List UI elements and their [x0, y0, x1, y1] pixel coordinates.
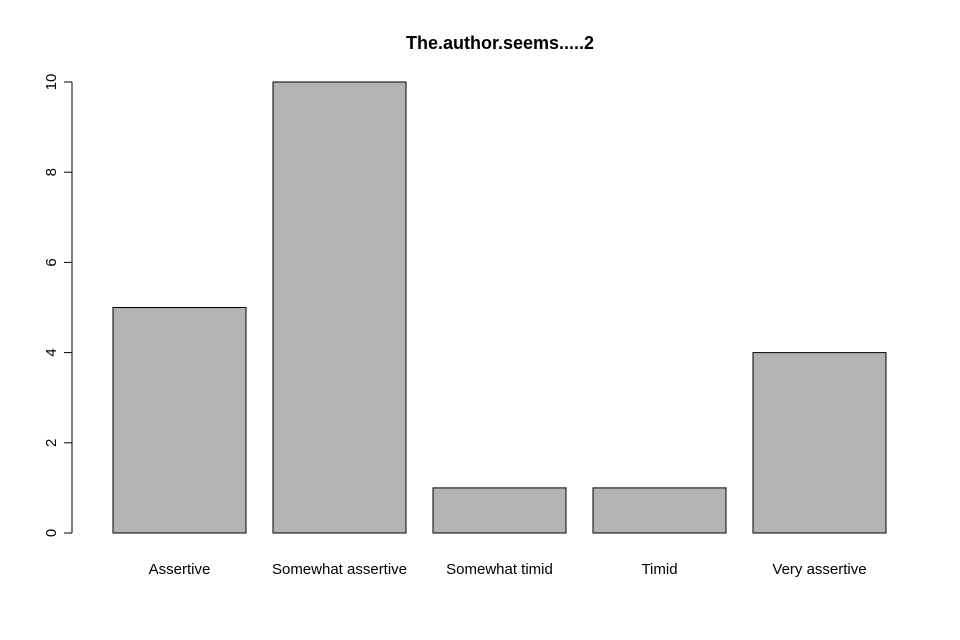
y-axis: 0 2 4 6 8 10 [43, 74, 73, 537]
bar [432, 487, 567, 534]
y-tick-label: 8 [43, 168, 60, 176]
bar [112, 307, 247, 534]
y-tick-label: 10 [43, 74, 60, 91]
x-category-label: Somewhat assertive [272, 561, 407, 578]
bars [112, 81, 887, 534]
y-tick-label: 2 [43, 439, 60, 447]
bar [272, 81, 407, 534]
x-category-label: Very assertive [772, 561, 866, 578]
bar [592, 487, 727, 534]
y-tick-label: 4 [43, 348, 60, 356]
x-category-label: Timid [641, 561, 677, 578]
x-category-label: Somewhat timid [446, 561, 553, 578]
chart-title: The.author.seems.....2 [406, 33, 594, 53]
x-axis-labels: Assertive Somewhat assertive Somewhat timi… [149, 561, 867, 578]
bar [752, 352, 887, 534]
y-tick-label: 0 [43, 529, 60, 537]
y-tick-label: 6 [43, 258, 60, 266]
x-category-label: Assertive [149, 561, 211, 578]
